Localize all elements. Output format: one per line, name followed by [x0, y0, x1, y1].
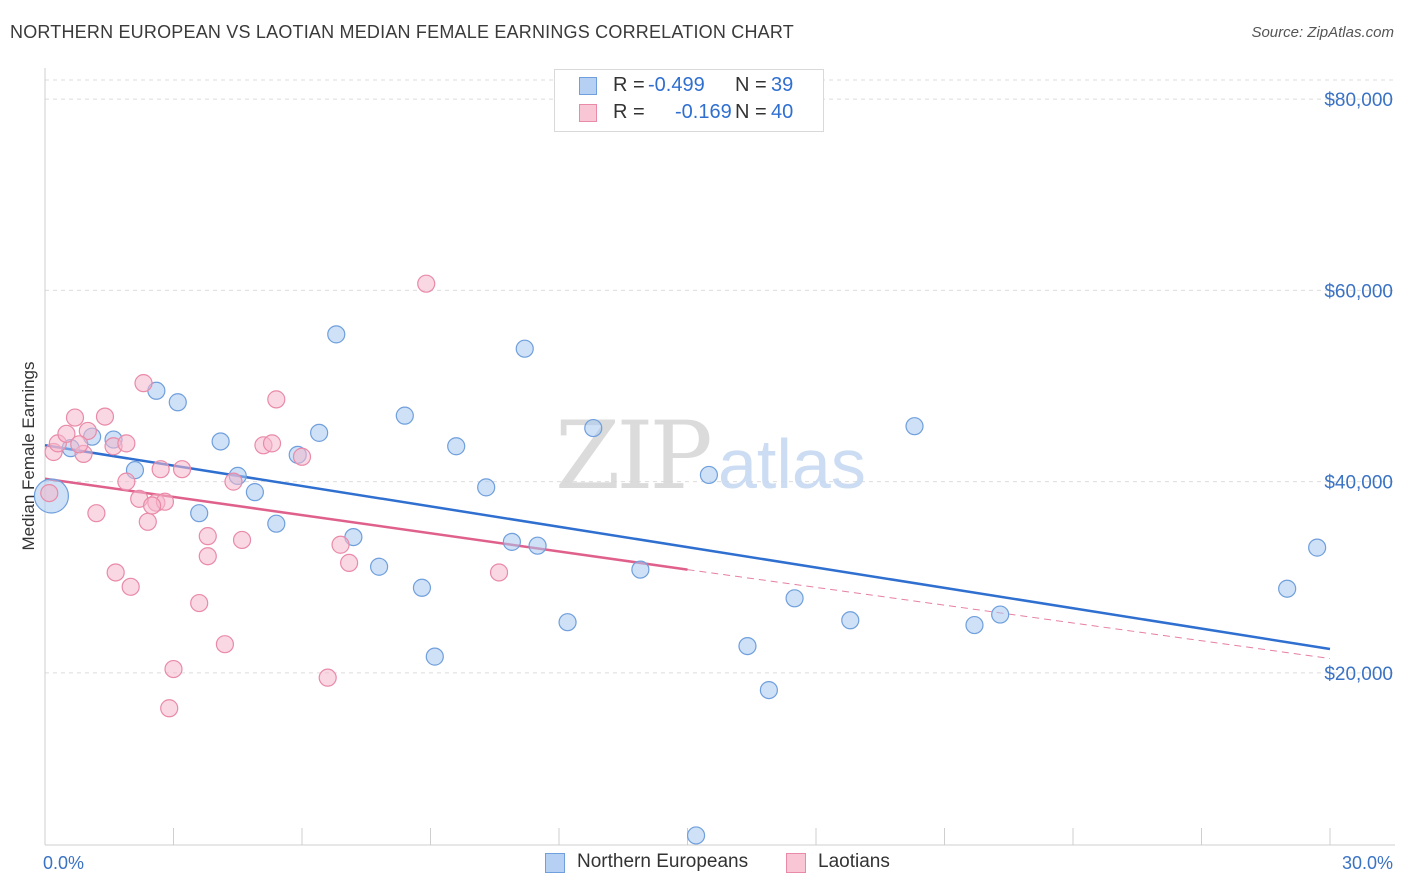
y-tick-label: $80,000 [1324, 90, 1393, 111]
data-point-pink [164, 659, 183, 679]
legend-r-label: R = [613, 74, 645, 96]
legend-swatch-blue [579, 77, 597, 95]
data-point-blue [327, 325, 346, 344]
data-point-blue [738, 636, 757, 656]
data-point-pink [190, 593, 209, 613]
legend-n-label: N = [735, 101, 767, 123]
data-point-blue [477, 478, 496, 497]
data-point-pink [121, 577, 140, 596]
legend-n-value: 40 [771, 101, 794, 123]
data-point-pink [87, 504, 106, 523]
legend-swatch-pink [579, 104, 597, 122]
data-point-pink [138, 512, 157, 531]
data-point-blue [584, 418, 603, 438]
data-point-pink [142, 496, 162, 515]
data-point-pink [134, 374, 153, 393]
data-point-blue [631, 560, 650, 579]
data-point-pink [106, 563, 125, 582]
data-point-blue [370, 557, 389, 576]
data-point-pink [331, 535, 350, 554]
data-point-pink [417, 274, 436, 293]
watermark-zip: ZIP [555, 402, 709, 511]
data-point-pink [117, 472, 136, 491]
bottom-legend-label: Northern Europeans [577, 851, 749, 872]
bottom-legend-label: Laotians [818, 851, 890, 872]
data-point-blue [558, 613, 577, 632]
data-point-blue [190, 504, 209, 523]
x-tick-label: 30.0% [1342, 853, 1393, 873]
data-point-pink [318, 668, 337, 687]
data-point-blue [905, 417, 924, 436]
x-tick-label: 0.0% [43, 853, 84, 873]
data-point-pink [172, 460, 192, 479]
data-point-blue [310, 423, 329, 442]
data-point-pink [95, 407, 115, 426]
data-point-pink [262, 434, 282, 453]
data-point-pink [198, 527, 217, 546]
data-point-blue [267, 514, 286, 533]
data-point-blue [699, 465, 719, 485]
y-tick-label: $60,000 [1324, 281, 1393, 302]
legend-box: R = -0.499 N = 39 R = -0.169 N = 40 [554, 69, 824, 132]
data-point-blue [211, 432, 230, 451]
data-point-pink [215, 635, 234, 654]
data-point-pink [57, 424, 76, 443]
data-point-blue [412, 578, 432, 597]
y-tick-label: $20,000 [1324, 664, 1393, 685]
data-point-pink [65, 408, 85, 427]
data-point-blue [1278, 579, 1297, 598]
data-point-pink [224, 472, 243, 491]
data-point-pink [292, 447, 312, 466]
legend-r-label: R = [613, 101, 645, 123]
legend-r-value: -0.499 [648, 74, 705, 96]
legend-r-value: -0.169 [675, 101, 732, 123]
data-point-pink [160, 699, 179, 718]
data-point-pink [70, 435, 89, 454]
data-point-blue [168, 393, 187, 412]
data-point-pink [117, 434, 136, 453]
data-point-blue [686, 826, 706, 845]
data-point-blue [528, 536, 547, 555]
data-point-pink [340, 553, 359, 573]
data-point-blue [395, 406, 414, 425]
source-label: Source: ZipAtlas.com [1251, 24, 1394, 41]
data-point-blue [991, 605, 1010, 624]
data-point-blue [785, 589, 804, 608]
data-point-blue [759, 680, 778, 700]
data-point-blue [1308, 538, 1327, 557]
legend-n-value: 39 [771, 74, 794, 96]
data-point-blue [841, 611, 860, 630]
chart-title: NORTHERN EUROPEAN VS LAOTIAN MEDIAN FEMA… [10, 22, 794, 42]
data-point-blue [965, 615, 984, 635]
trend-line-pink [44, 477, 688, 571]
legend-n-label: N = [735, 74, 767, 96]
data-point-blue [425, 647, 444, 666]
trend-line-blue [44, 444, 1331, 651]
y-axis-label: Median Female Earnings [19, 362, 38, 551]
data-point-pink [489, 563, 509, 582]
watermark-atlas: atlas [718, 425, 866, 503]
data-point-pink [151, 460, 170, 479]
data-point-blue [515, 339, 534, 358]
data-point-blue [447, 437, 466, 456]
y-tick-label: $40,000 [1324, 473, 1393, 494]
bottom-legend-swatch-blue [545, 853, 565, 873]
data-point-pink [40, 484, 59, 503]
data-point-blue [502, 532, 521, 551]
data-point-blue [245, 483, 264, 502]
data-point-pink [232, 530, 252, 550]
data-point-pink [267, 390, 286, 409]
data-point-pink [198, 547, 217, 566]
bottom-legend-swatch-pink [786, 853, 806, 873]
data-point-pink [78, 421, 97, 441]
